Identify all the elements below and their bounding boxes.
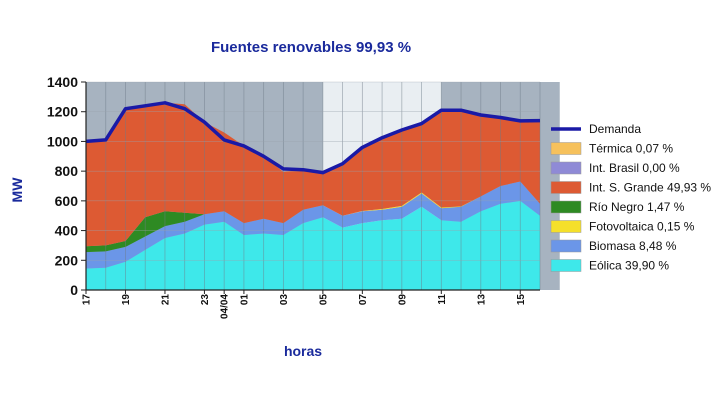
y-tick-label: 1000 bbox=[47, 133, 78, 149]
y-tick-label: 200 bbox=[55, 252, 79, 268]
x-tick-label: 21 bbox=[160, 294, 171, 306]
y-tick-label: 600 bbox=[55, 193, 79, 209]
legend-label: Demanda bbox=[589, 122, 641, 136]
legend-label: Eólica 39,90 % bbox=[589, 259, 669, 273]
legend-label: Int. Brasil 0,00 % bbox=[589, 161, 680, 175]
legend-swatch-5 bbox=[550, 220, 582, 233]
legend: Demanda Térmica 0,07 % Int. Brasil 0,00 % I… bbox=[550, 122, 711, 273]
x-tick-label: 03 bbox=[279, 294, 290, 306]
x-axis-label: horas bbox=[284, 343, 322, 359]
x-tick-label: 15 bbox=[516, 294, 527, 306]
legend-swatch-2 bbox=[550, 161, 582, 175]
x-tick-label: 09 bbox=[397, 294, 408, 306]
y-tick-label: 800 bbox=[55, 163, 79, 179]
y-axis-label: MW bbox=[9, 177, 25, 203]
area-series-1 bbox=[86, 181, 540, 269]
x-tick-label: 04/04 bbox=[220, 294, 231, 319]
legend-label: Río Negro 1,47 % bbox=[589, 200, 685, 214]
demand-line bbox=[85, 101, 541, 175]
x-tick-label: 11 bbox=[437, 294, 448, 305]
x-tick-label: 07 bbox=[358, 294, 369, 306]
legend-swatch-3 bbox=[550, 181, 582, 194]
area-series-3 bbox=[86, 181, 540, 253]
x-tick-label: 13 bbox=[476, 294, 487, 306]
chart-title: Fuentes renovables 99,93 % bbox=[211, 39, 411, 56]
legend-swatch-6 bbox=[550, 239, 582, 253]
plot-area: 0 200 400 600 800 1000 1200 1400 17 19 21 23 04/04 01… bbox=[47, 74, 560, 319]
legend-label: Biomasa 8,48 % bbox=[589, 239, 677, 253]
x-tick-label: 23 bbox=[200, 294, 211, 306]
area-series-4 bbox=[86, 102, 540, 247]
legend-swatch-7 bbox=[550, 259, 582, 272]
y-tick-label: 400 bbox=[55, 223, 79, 239]
area-series-0 bbox=[86, 200, 540, 290]
x-tick-label: 01 bbox=[239, 294, 250, 306]
x-tick-label: 19 bbox=[121, 294, 132, 306]
legend-label: Fotovoltaica 0,15 % bbox=[589, 220, 695, 234]
legend-swatch-4 bbox=[550, 200, 582, 214]
x-tick-label: 05 bbox=[318, 294, 329, 306]
y-tick-label: 0 bbox=[70, 282, 78, 298]
y-tick-label: 1400 bbox=[47, 74, 78, 90]
legend-label: Térmica 0,07 % bbox=[589, 142, 673, 156]
legend-label: Int. S. Grande 49,93 % bbox=[589, 181, 711, 195]
x-tick-label: 17 bbox=[82, 294, 93, 306]
legend-swatch-1 bbox=[550, 142, 582, 155]
y-tick-label: 1200 bbox=[47, 104, 78, 120]
